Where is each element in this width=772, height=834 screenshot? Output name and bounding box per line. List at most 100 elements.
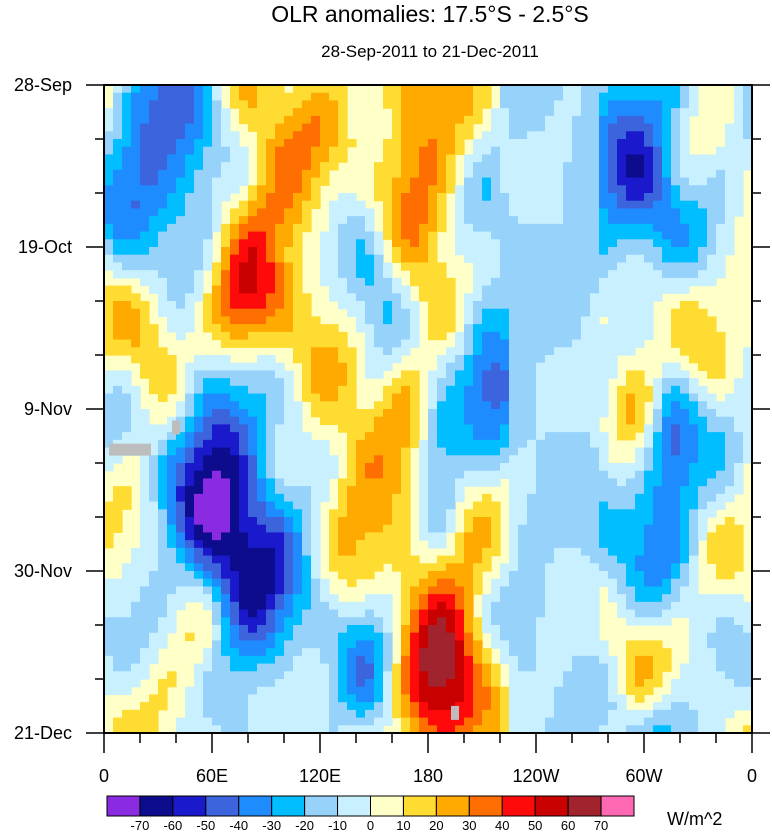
field-cell bbox=[338, 709, 348, 719]
field-cell bbox=[653, 517, 663, 526]
field-cell bbox=[563, 702, 573, 711]
field-cell bbox=[113, 578, 123, 588]
field-cell bbox=[374, 277, 384, 287]
field-cell bbox=[689, 339, 699, 348]
field-cell bbox=[113, 285, 123, 294]
field-cell bbox=[644, 470, 654, 480]
field-cell bbox=[401, 447, 411, 456]
field-cell bbox=[590, 262, 600, 271]
field-cell bbox=[482, 239, 492, 248]
field-cell bbox=[167, 247, 177, 256]
field-cell bbox=[482, 694, 492, 703]
field-cell bbox=[230, 393, 240, 402]
field-cell bbox=[239, 362, 249, 372]
field-cell bbox=[509, 478, 519, 487]
field-cell bbox=[239, 409, 249, 418]
field-cell bbox=[293, 547, 303, 557]
field-cell bbox=[455, 455, 465, 464]
field-cell bbox=[257, 401, 267, 410]
field-cell bbox=[509, 594, 519, 603]
field-cell bbox=[563, 686, 573, 696]
field-cell bbox=[734, 455, 744, 464]
field-cell bbox=[356, 416, 366, 426]
field-cell bbox=[185, 262, 195, 271]
field-cell bbox=[527, 517, 537, 526]
field-cell bbox=[518, 702, 528, 711]
field-cell bbox=[419, 139, 429, 148]
field-cell bbox=[131, 108, 141, 117]
field-cell bbox=[158, 100, 168, 109]
field-cell bbox=[293, 409, 303, 418]
field-cell bbox=[581, 694, 591, 703]
field-cell bbox=[698, 308, 708, 318]
field-cell bbox=[500, 439, 510, 449]
field-cell bbox=[599, 239, 609, 248]
field-cell bbox=[203, 92, 213, 102]
field-cell bbox=[221, 177, 231, 186]
field-cell bbox=[392, 177, 402, 186]
field-cell bbox=[221, 301, 231, 310]
field-cell bbox=[581, 293, 591, 302]
field-cell bbox=[410, 401, 420, 410]
field-cell bbox=[104, 254, 114, 264]
field-cell bbox=[581, 285, 591, 294]
field-cell bbox=[284, 609, 294, 618]
field-cell bbox=[221, 362, 231, 372]
field-cell bbox=[626, 254, 636, 264]
field-cell bbox=[725, 655, 735, 665]
field-cell bbox=[410, 270, 420, 279]
field-cell bbox=[446, 324, 456, 333]
field-cell bbox=[590, 493, 600, 503]
field-cell bbox=[275, 432, 285, 441]
field-cell bbox=[563, 162, 573, 171]
field-cell bbox=[302, 694, 312, 703]
field-cell bbox=[401, 416, 411, 426]
field-cell bbox=[464, 200, 474, 210]
field-cell bbox=[365, 470, 375, 480]
field-cell bbox=[266, 185, 276, 194]
field-cell bbox=[176, 85, 186, 94]
field-cell bbox=[248, 416, 258, 426]
field-cell bbox=[230, 655, 240, 665]
field-cell bbox=[518, 586, 528, 595]
field-cell bbox=[581, 571, 591, 580]
field-cell bbox=[599, 85, 609, 94]
field-cell bbox=[617, 301, 627, 310]
field-cell bbox=[230, 131, 240, 140]
field-cell bbox=[257, 478, 267, 487]
field-cell bbox=[302, 632, 312, 642]
field-cell bbox=[347, 293, 357, 302]
field-cell bbox=[671, 594, 681, 603]
field-cell bbox=[293, 625, 303, 634]
field-cell bbox=[689, 409, 699, 418]
field-cell bbox=[302, 432, 312, 441]
field-cell bbox=[671, 85, 681, 94]
field-cell bbox=[167, 139, 177, 148]
field-cell bbox=[203, 162, 213, 171]
field-cell bbox=[608, 509, 618, 518]
field-cell bbox=[392, 432, 402, 441]
field-cell bbox=[509, 493, 519, 503]
field-cell bbox=[482, 277, 492, 287]
field-cell bbox=[734, 563, 744, 572]
field-cell bbox=[617, 185, 627, 194]
field-cell bbox=[383, 655, 393, 665]
field-cell bbox=[671, 486, 681, 495]
field-cell bbox=[338, 625, 348, 634]
field-cell bbox=[464, 316, 474, 325]
field-cell bbox=[293, 131, 303, 140]
field-cell bbox=[104, 370, 114, 379]
field-cell bbox=[590, 100, 600, 109]
field-cell bbox=[302, 586, 312, 595]
field-cell bbox=[554, 277, 564, 287]
field-cell bbox=[194, 702, 204, 711]
field-cell bbox=[554, 355, 564, 364]
field-cell bbox=[590, 601, 600, 611]
field-cell bbox=[113, 162, 123, 171]
field-cell bbox=[437, 277, 447, 287]
field-cell bbox=[167, 493, 177, 503]
field-cell bbox=[536, 185, 546, 194]
field-cell bbox=[140, 463, 150, 472]
field-cell bbox=[230, 416, 240, 426]
field-cell bbox=[491, 301, 501, 310]
